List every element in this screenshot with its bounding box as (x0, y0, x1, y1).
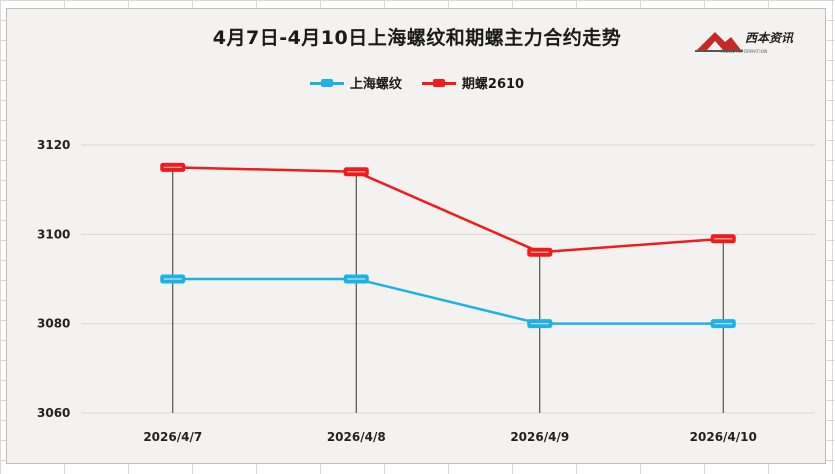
legend-label-shanghai: 上海螺纹 (349, 77, 402, 92)
legend-swatch-shanghai (309, 77, 344, 89)
x-tick-label-0: 2026/4/7 (143, 430, 202, 444)
legend-item-futures[interactable]: 期螺2610 (421, 73, 525, 92)
chart-title: 4月7日-4月10日上海螺纹和期螺主力合约走势 (212, 27, 622, 49)
logo-subtext: XIBEN INFORMATION (721, 49, 768, 54)
x-tick-label-2: 2026/4/9 (510, 430, 569, 444)
x-tick-label-1: 2026/4/8 (327, 430, 386, 444)
series-line-0 (172, 277, 724, 325)
y-tick-label-2: 3100 (37, 227, 70, 241)
x-tick-label-3: 2026/4/10 (690, 430, 757, 444)
legend-swatch-futures (421, 77, 456, 89)
chart-area[interactable]: 3060 3080 3100 3120 2026/4/7 2026/4/8 2026/4/9… (6, 8, 826, 464)
y-tick-label-0: 3060 (37, 406, 70, 420)
y-tick-label-3: 3120 (37, 138, 70, 152)
brand-logo: 西本资讯 XIBEN INFORMATION (695, 28, 805, 62)
mountain-logo-icon (695, 32, 743, 52)
chart-legend[interactable]: 上海螺纹 期螺2610 (7, 73, 827, 92)
logo-text: 西本资讯 (745, 31, 794, 45)
y-tick-label-1: 3080 (37, 317, 70, 331)
plot-area: 3060 3080 3100 3120 2026/4/7 2026/4/8 2026/4/9… (37, 138, 815, 444)
legend-item-shanghai[interactable]: 上海螺纹 (309, 73, 402, 92)
series-line-1 (172, 166, 724, 254)
legend-label-futures: 期螺2610 (461, 77, 525, 92)
